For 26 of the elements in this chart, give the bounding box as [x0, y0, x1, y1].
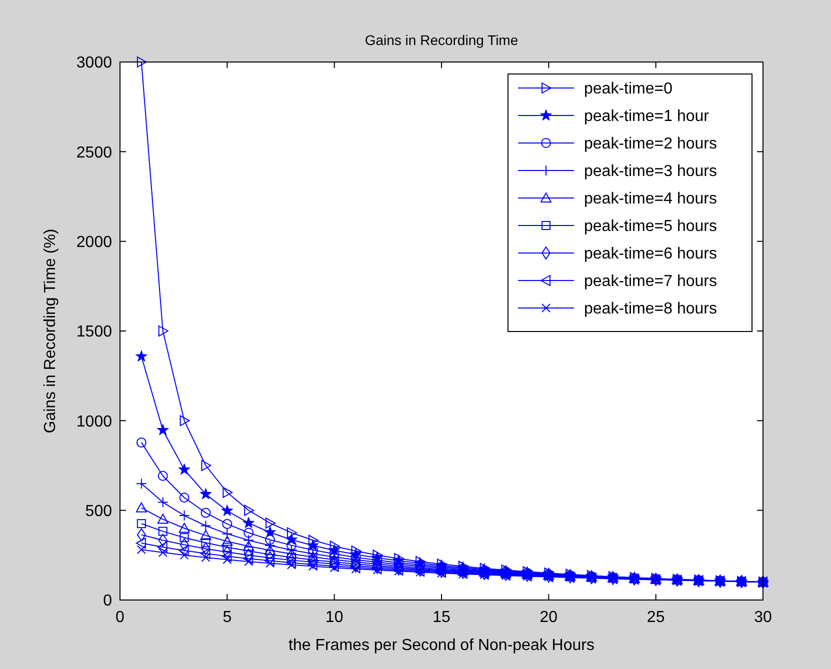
y-tick-label: 2000: [76, 234, 112, 251]
y-axis-title: Gains in Recording Time (%): [42, 228, 59, 434]
chart-title: Gains in Recording Time: [364, 32, 518, 48]
legend-label: peak-time=7 hours: [584, 273, 717, 290]
x-tick-label: 30: [754, 609, 772, 626]
x-axis-title: the Frames per Second of Non-peak Hours: [288, 637, 594, 654]
legend-label: peak-time=5 hours: [584, 218, 717, 236]
y-tick-label: 1500: [76, 324, 112, 341]
legend-label: peak-time=1 hour: [584, 108, 710, 126]
x-tick-label: 0: [116, 609, 125, 626]
legend-label: peak-time=6 hours: [584, 246, 717, 263]
y-tick-label: 1000: [76, 413, 112, 430]
legend-label: peak-time=8 hours: [584, 300, 717, 318]
x-tick-label: 20: [540, 609, 558, 626]
x-tick-label: 5: [222, 609, 232, 626]
x-tick-label: 15: [432, 609, 450, 626]
y-tick-label: 2500: [76, 144, 112, 162]
legend-label: peak-time=0: [584, 80, 673, 98]
y-tick-label: 0: [103, 592, 112, 610]
x-tick-label: 10: [325, 609, 344, 626]
legend-label: peak-time=4 hours: [584, 190, 717, 208]
y-tick-label: 500: [85, 502, 112, 520]
x-tick-label: 25: [646, 609, 665, 626]
legend-label: peak-time=3 hours: [584, 163, 717, 180]
y-tick-label: 3000: [76, 54, 112, 72]
legend-label: peak-time=2 hours: [584, 136, 717, 153]
